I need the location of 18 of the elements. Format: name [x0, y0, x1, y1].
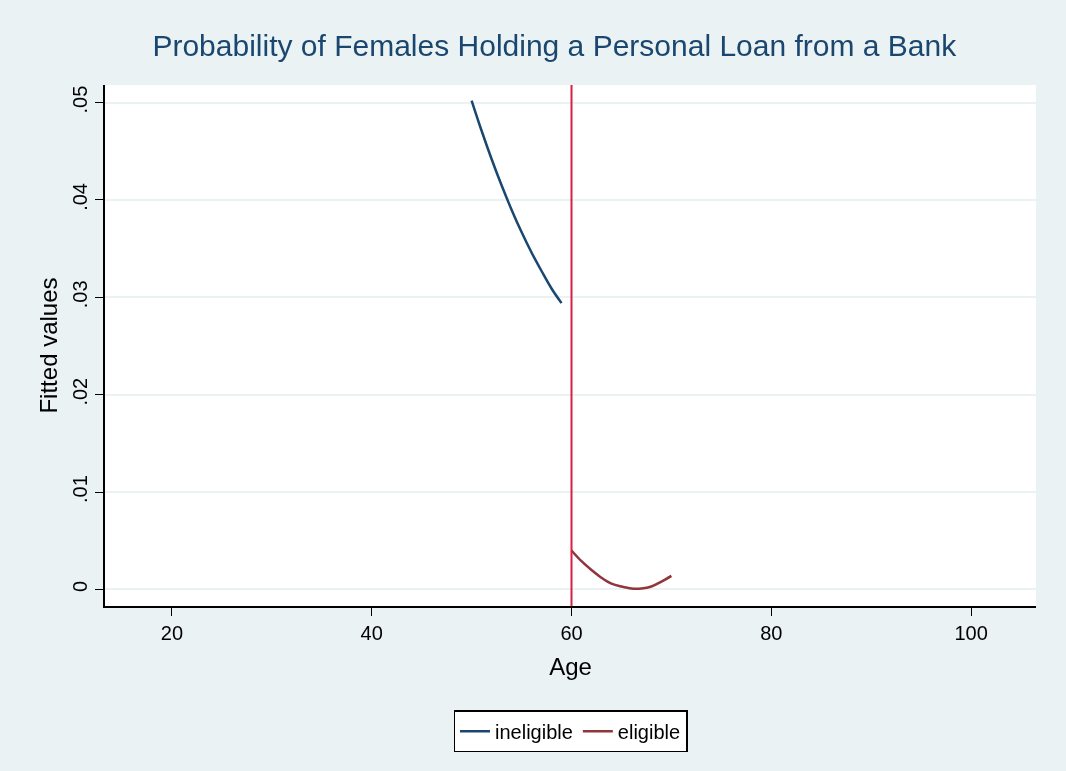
x-tick-label: 100 — [954, 622, 988, 644]
y-tick-label: .05 — [69, 85, 91, 114]
line-series — [470, 99, 563, 305]
y-tick-label: .03 — [69, 280, 91, 309]
chart-title: Probability of Females Holding a Personal Loan from a Bank — [152, 28, 958, 62]
y-tick-label: .04 — [69, 183, 91, 211]
x-tick-label: 40 — [360, 622, 383, 644]
x-tick-label: 80 — [760, 622, 783, 644]
x-axis-title: Age — [549, 652, 592, 680]
legend-label: ineligible — [495, 721, 573, 743]
y-tick-label: .01 — [69, 475, 91, 503]
y-tick-label: .02 — [69, 377, 91, 406]
y-tick-label: 0 — [69, 580, 91, 592]
y-axis-title: Fitted values — [34, 277, 62, 414]
line-series — [570, 549, 673, 590]
x-tick-label: 60 — [560, 622, 583, 644]
x-tick-label: 20 — [160, 622, 184, 644]
legend-label: eligible — [617, 721, 681, 743]
